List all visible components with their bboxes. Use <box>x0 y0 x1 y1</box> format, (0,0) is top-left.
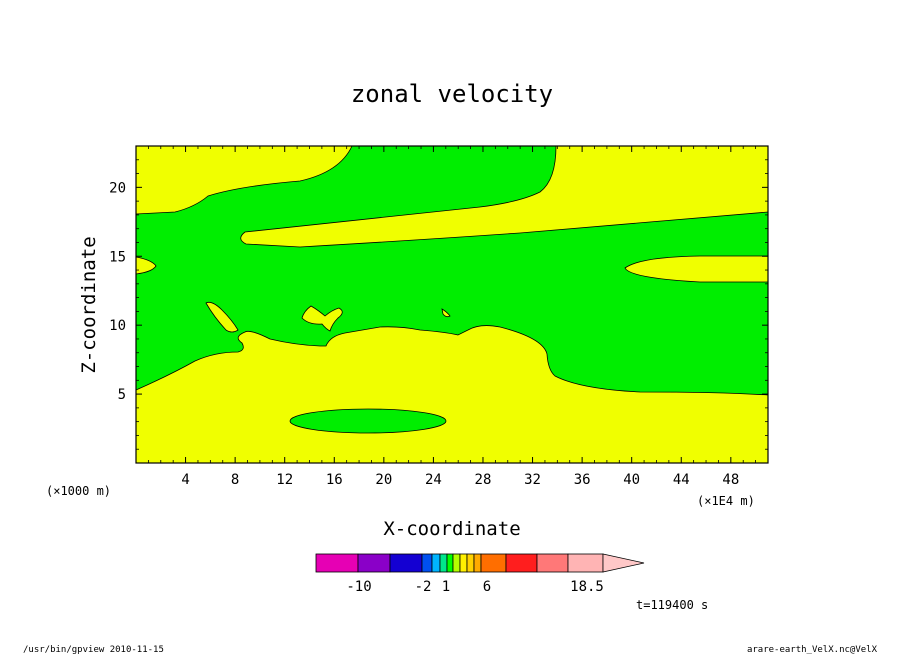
yellow-small-patch-2 <box>301 305 343 332</box>
colorbar-label-6: 6 <box>483 579 491 595</box>
colorbar-segment <box>536 553 569 573</box>
colorbar-segment <box>357 553 391 573</box>
chart-title: zonal velocity <box>351 80 553 108</box>
x-unit-right-label: (×1E4 m) <box>697 494 755 508</box>
colorbar-segment <box>452 553 461 573</box>
time-label: t=119400 s <box>636 598 708 612</box>
colorbar-segment <box>431 553 441 573</box>
colorbar-segment <box>446 553 454 573</box>
colorbar-arrow <box>602 553 645 573</box>
colorbar-segment <box>315 553 359 573</box>
yellow-small-patch-3 <box>441 308 451 318</box>
x-tick-label: 20 <box>375 472 392 488</box>
x-tick-label: 40 <box>623 472 640 488</box>
colorbar <box>315 553 645 573</box>
green-contour-band <box>135 145 769 396</box>
y-axis-title: Z-coordinate <box>78 236 100 373</box>
yellow-right-ellipse <box>624 255 769 283</box>
colorbar-segment <box>389 553 423 573</box>
y-tick-label: 10 <box>109 318 126 334</box>
x-tick-label: 24 <box>425 472 442 488</box>
colorbar-segment <box>567 553 604 573</box>
colorbar-label-18-5: 18.5 <box>570 579 604 595</box>
plot-frame <box>135 145 769 464</box>
x-tick-label: 32 <box>524 472 541 488</box>
x-tick-label: 16 <box>326 472 343 488</box>
footer-left: /usr/bin/gpview 2010-11-15 <box>23 645 164 654</box>
x-tick-label: 36 <box>574 472 591 488</box>
y-tick-label: 5 <box>118 387 126 403</box>
x-tick-label: 12 <box>276 472 293 488</box>
colorbar-segment <box>439 553 448 573</box>
x-unit-left-label: (×1000 m) <box>46 484 111 498</box>
x-tick-label: 4 <box>181 472 189 488</box>
colorbar-segment <box>505 553 538 573</box>
colorbar-label-minus2: -2 <box>415 579 432 595</box>
y-tick-label: 15 <box>109 249 126 265</box>
green-lower-ellipse <box>289 408 447 434</box>
x-axis-title: X-coordinate <box>383 518 520 540</box>
colorbar-segment <box>480 553 507 573</box>
colorbar-segment <box>421 553 433 573</box>
yellow-left-edge-lobe <box>135 256 157 275</box>
colorbar-label-minus10: -10 <box>346 579 371 595</box>
x-axis-ticks: 4 8 12 16 20 24 28 32 36 40 44 48 <box>147 146 757 488</box>
y-tick-label: 20 <box>109 180 126 196</box>
colorbar-label-1: 1 <box>442 579 450 595</box>
x-tick-label: 8 <box>231 472 239 488</box>
x-tick-label: 48 <box>722 472 739 488</box>
y-axis-ticks: 5 10 15 20 <box>109 159 768 450</box>
colorbar-segment <box>473 553 482 573</box>
colorbar-segment <box>466 553 475 573</box>
x-tick-label: 44 <box>673 472 690 488</box>
yellow-small-patch-1 <box>205 301 239 333</box>
plot-area <box>135 145 769 464</box>
footer-right: arare-earth_VelX.nc@VelX <box>747 645 878 654</box>
x-tick-label: 28 <box>475 472 492 488</box>
colorbar-segment <box>459 553 468 573</box>
